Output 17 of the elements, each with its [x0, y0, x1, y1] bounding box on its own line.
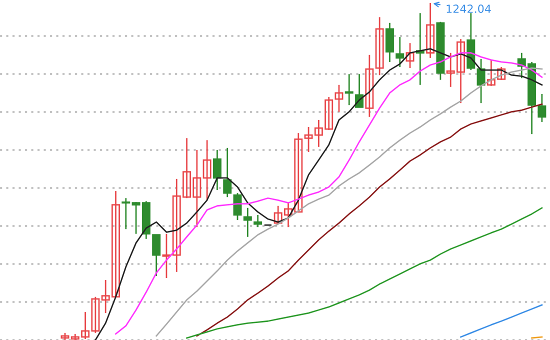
candlestick — [243, 207, 252, 238]
candlestick — [162, 233, 171, 279]
candlestick — [538, 93, 546, 123]
candlestick — [212, 149, 222, 191]
candlestick — [122, 197, 130, 230]
candlestick — [254, 214, 262, 228]
candlestick — [202, 139, 212, 201]
candlestick — [385, 22, 394, 63]
candlestick — [344, 73, 354, 106]
candlestick — [375, 16, 384, 76]
candlestick — [334, 84, 344, 113]
candlestick — [406, 42, 414, 69]
candlestick — [233, 192, 242, 221]
candlestick — [365, 54, 374, 118]
candlestick — [223, 147, 232, 198]
annotation: 1242.04 — [446, 4, 491, 13]
candlestick — [396, 36, 404, 68]
